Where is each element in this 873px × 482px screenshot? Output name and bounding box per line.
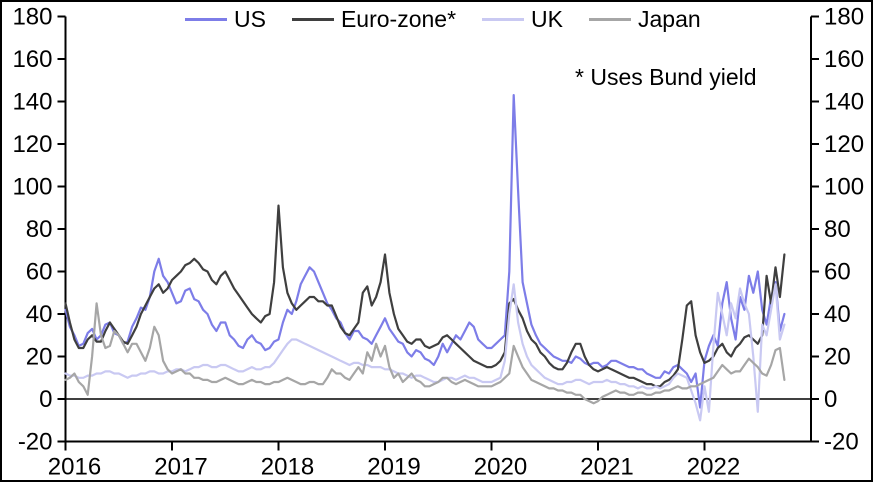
x-tick-label: 2018 <box>261 454 314 481</box>
legend-item-us: US <box>185 5 266 33</box>
us-line-swatch <box>185 17 227 21</box>
right-y-tick-label: 0 <box>824 386 837 413</box>
right-y-tick-label: 140 <box>824 89 864 116</box>
left-y-tick-label: 140 <box>12 89 52 116</box>
right-y-tick-label: 80 <box>824 216 851 243</box>
series-line-uk <box>64 283 786 422</box>
right-y-tick-label: 100 <box>824 174 864 201</box>
uk-line-swatch <box>482 17 525 21</box>
legend-label-us: US <box>234 6 266 32</box>
right-y-tick-label: 40 <box>824 301 851 328</box>
left-y-tick-label: 180 <box>12 4 52 31</box>
legend-item-uk: UK <box>482 5 563 33</box>
legend-label-uk: UK <box>531 6 563 32</box>
left-y-tick-label: 120 <box>12 131 52 158</box>
left-y-tick-label: 60 <box>26 259 53 286</box>
x-tick-label: 2021 <box>580 454 633 481</box>
right-y-tick-label: -20 <box>824 429 859 456</box>
left-y-tick-label: 80 <box>26 216 53 243</box>
right-y-tick-label: 60 <box>824 259 851 286</box>
right-y-tick-label: 160 <box>824 46 864 73</box>
legend-label-japan: Japan <box>637 6 701 32</box>
series-line-japan <box>64 302 786 405</box>
left-y-tick-label: 20 <box>26 344 53 371</box>
bund-yield-footnote: * Uses Bund yield <box>575 64 757 90</box>
x-tick-label: 2022 <box>687 454 740 481</box>
left-y-tick-label: 160 <box>12 46 52 73</box>
legend-item-eurozone: Euro-zone* <box>291 5 457 33</box>
x-tick-label: 2016 <box>48 454 101 481</box>
series-line-eurozone <box>64 204 786 388</box>
eurozone-line-swatch <box>291 17 334 21</box>
japan-line-swatch <box>588 17 631 21</box>
chart-legend: US Euro-zone* UK Japan <box>185 5 701 33</box>
right-y-tick-label: 120 <box>824 131 864 158</box>
legend-label-eurozone: Euro-zone* <box>340 6 457 32</box>
x-tick-label: 2017 <box>154 454 207 481</box>
x-tick-label: 2020 <box>474 454 527 481</box>
left-y-tick-label: 100 <box>12 174 52 201</box>
left-y-tick-label: 40 <box>26 301 53 328</box>
left-y-tick-label: -20 <box>18 429 53 456</box>
series-line-us <box>64 93 786 409</box>
right-y-tick-label: 20 <box>824 344 851 371</box>
left-y-tick-label: 0 <box>39 386 52 413</box>
x-tick-label: 2019 <box>367 454 420 481</box>
legend-item-japan: Japan <box>588 5 701 33</box>
right-y-tick-label: 180 <box>824 4 864 31</box>
